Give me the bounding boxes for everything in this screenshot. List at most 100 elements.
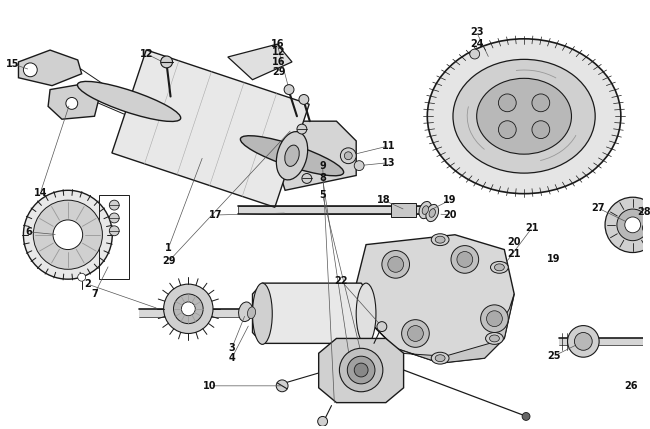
Ellipse shape bbox=[285, 145, 299, 166]
Text: 20: 20 bbox=[443, 210, 457, 220]
Circle shape bbox=[318, 417, 328, 426]
Text: 19: 19 bbox=[443, 195, 457, 205]
Ellipse shape bbox=[486, 332, 503, 344]
Ellipse shape bbox=[476, 79, 571, 154]
Circle shape bbox=[377, 322, 387, 332]
Circle shape bbox=[499, 121, 516, 139]
Circle shape bbox=[347, 356, 375, 384]
Circle shape bbox=[164, 284, 213, 333]
Text: 6: 6 bbox=[25, 227, 32, 237]
Circle shape bbox=[23, 190, 112, 279]
Text: 9: 9 bbox=[319, 160, 326, 171]
Text: 14: 14 bbox=[33, 188, 47, 198]
Circle shape bbox=[53, 220, 83, 250]
Circle shape bbox=[339, 348, 383, 392]
Ellipse shape bbox=[643, 221, 650, 235]
Text: 18: 18 bbox=[377, 195, 391, 205]
Polygon shape bbox=[252, 283, 371, 343]
Text: 27: 27 bbox=[592, 203, 605, 213]
Text: 22: 22 bbox=[335, 276, 348, 286]
Text: 20: 20 bbox=[508, 237, 521, 247]
Text: 26: 26 bbox=[624, 381, 638, 391]
Text: 28: 28 bbox=[638, 207, 650, 217]
Ellipse shape bbox=[426, 205, 439, 222]
Polygon shape bbox=[318, 338, 404, 403]
Text: 24: 24 bbox=[470, 39, 484, 49]
Ellipse shape bbox=[431, 352, 449, 364]
Ellipse shape bbox=[429, 209, 436, 218]
Circle shape bbox=[354, 363, 368, 377]
Circle shape bbox=[161, 56, 172, 68]
Circle shape bbox=[617, 209, 649, 241]
Circle shape bbox=[388, 257, 404, 272]
Polygon shape bbox=[558, 338, 650, 345]
Circle shape bbox=[284, 85, 294, 94]
Circle shape bbox=[78, 273, 86, 281]
Text: 16: 16 bbox=[270, 39, 284, 49]
Circle shape bbox=[470, 49, 480, 59]
Circle shape bbox=[499, 94, 516, 112]
Polygon shape bbox=[356, 235, 514, 363]
Circle shape bbox=[605, 197, 650, 253]
Text: 7: 7 bbox=[91, 289, 98, 299]
Ellipse shape bbox=[453, 59, 595, 173]
Circle shape bbox=[625, 217, 641, 233]
Polygon shape bbox=[238, 206, 425, 214]
Ellipse shape bbox=[240, 136, 344, 176]
Polygon shape bbox=[277, 121, 356, 190]
Circle shape bbox=[354, 161, 364, 171]
Circle shape bbox=[567, 326, 599, 357]
Text: 8: 8 bbox=[319, 173, 326, 184]
Text: 29: 29 bbox=[162, 257, 176, 266]
Polygon shape bbox=[48, 84, 99, 119]
Text: 11: 11 bbox=[382, 141, 396, 151]
Text: 12: 12 bbox=[272, 47, 286, 57]
Text: 4: 4 bbox=[228, 353, 235, 363]
Circle shape bbox=[66, 97, 78, 109]
Ellipse shape bbox=[436, 355, 445, 362]
Polygon shape bbox=[139, 309, 361, 317]
Circle shape bbox=[457, 251, 473, 267]
Polygon shape bbox=[227, 44, 292, 80]
Ellipse shape bbox=[419, 202, 432, 219]
Circle shape bbox=[382, 251, 410, 278]
Circle shape bbox=[575, 332, 592, 350]
Polygon shape bbox=[112, 50, 309, 207]
Text: 19: 19 bbox=[547, 254, 560, 264]
Circle shape bbox=[408, 326, 423, 341]
Text: 15: 15 bbox=[6, 59, 20, 69]
Ellipse shape bbox=[495, 264, 504, 271]
Text: 5: 5 bbox=[319, 190, 326, 200]
Circle shape bbox=[23, 63, 37, 77]
Ellipse shape bbox=[356, 283, 376, 344]
Text: 13: 13 bbox=[382, 157, 396, 168]
Text: 3: 3 bbox=[228, 343, 235, 353]
Circle shape bbox=[109, 226, 119, 236]
Circle shape bbox=[532, 121, 550, 139]
Ellipse shape bbox=[427, 39, 621, 193]
Polygon shape bbox=[366, 294, 514, 363]
Circle shape bbox=[181, 302, 195, 316]
Text: 23: 23 bbox=[470, 27, 484, 37]
Ellipse shape bbox=[436, 236, 445, 243]
Text: 2: 2 bbox=[84, 279, 91, 289]
Ellipse shape bbox=[252, 283, 272, 344]
Circle shape bbox=[402, 320, 429, 347]
Text: 12: 12 bbox=[140, 49, 153, 59]
Text: 17: 17 bbox=[209, 210, 223, 220]
Ellipse shape bbox=[489, 335, 499, 342]
Text: 21: 21 bbox=[508, 248, 521, 259]
Ellipse shape bbox=[276, 132, 307, 180]
Circle shape bbox=[532, 94, 550, 112]
Ellipse shape bbox=[248, 307, 255, 319]
Circle shape bbox=[302, 173, 312, 183]
Circle shape bbox=[174, 294, 203, 323]
Circle shape bbox=[522, 413, 530, 420]
Text: 25: 25 bbox=[547, 351, 560, 361]
Circle shape bbox=[109, 213, 119, 223]
Text: 29: 29 bbox=[272, 67, 286, 77]
Ellipse shape bbox=[422, 206, 428, 214]
Circle shape bbox=[109, 200, 119, 210]
Text: 21: 21 bbox=[525, 223, 539, 233]
Text: 16: 16 bbox=[272, 57, 286, 67]
